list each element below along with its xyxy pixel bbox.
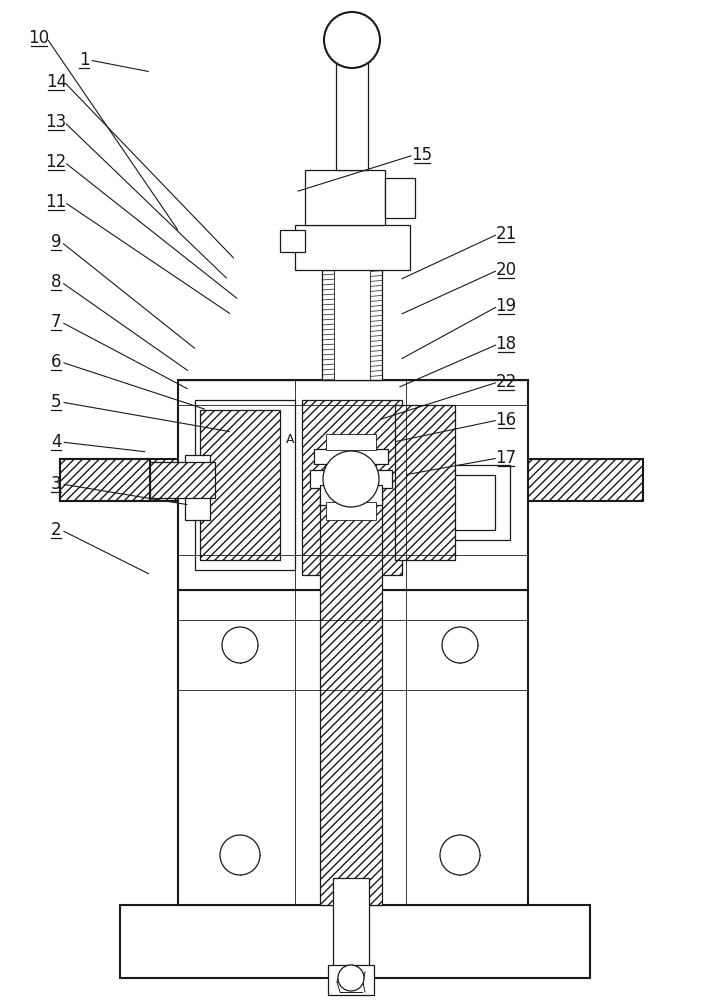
Text: 2: 2 <box>51 521 62 539</box>
Bar <box>310 470 392 488</box>
Text: 1: 1 <box>79 51 90 69</box>
Bar <box>305 170 385 225</box>
Circle shape <box>220 835 260 875</box>
Circle shape <box>222 627 258 663</box>
Bar <box>60 459 643 501</box>
Text: 20: 20 <box>496 261 517 279</box>
Circle shape <box>324 12 380 68</box>
Text: 4: 4 <box>51 433 61 451</box>
Bar <box>385 178 415 218</box>
Bar <box>185 455 210 475</box>
Bar <box>314 449 388 464</box>
Text: 15: 15 <box>411 146 432 164</box>
Circle shape <box>338 965 364 991</box>
Bar <box>395 405 455 560</box>
Text: 16: 16 <box>496 411 517 429</box>
Bar <box>320 485 382 505</box>
Bar <box>295 225 410 270</box>
Bar <box>336 60 368 170</box>
Circle shape <box>442 627 478 663</box>
Bar <box>445 475 495 530</box>
Bar <box>320 490 382 905</box>
Bar <box>60 459 150 501</box>
Bar <box>302 400 402 575</box>
Circle shape <box>323 451 379 507</box>
Text: 11: 11 <box>46 193 67 211</box>
Text: 8: 8 <box>51 273 61 291</box>
Text: 14: 14 <box>46 73 67 91</box>
Bar <box>178 590 528 905</box>
Bar <box>280 230 305 252</box>
Text: 7: 7 <box>51 313 61 331</box>
Text: 6: 6 <box>51 353 61 371</box>
Text: 21: 21 <box>496 225 517 243</box>
Bar <box>430 465 510 540</box>
Bar <box>185 490 210 520</box>
Text: 13: 13 <box>46 113 67 131</box>
Bar <box>326 502 376 520</box>
Bar <box>333 878 369 978</box>
Text: 22: 22 <box>496 373 517 391</box>
Bar <box>326 434 376 450</box>
Bar <box>195 400 295 570</box>
Text: 19: 19 <box>496 297 517 315</box>
Text: 5: 5 <box>51 393 61 411</box>
Text: 18: 18 <box>496 335 517 353</box>
Text: 12: 12 <box>46 153 67 171</box>
Bar <box>120 905 590 978</box>
Bar <box>178 380 528 590</box>
Text: 17: 17 <box>496 449 517 467</box>
Bar <box>200 410 280 560</box>
Bar <box>322 270 382 380</box>
Text: 3: 3 <box>51 475 62 493</box>
Text: A: A <box>285 433 295 446</box>
Bar <box>150 462 215 498</box>
Text: 9: 9 <box>51 233 61 251</box>
Bar <box>334 270 370 380</box>
Bar <box>328 965 374 995</box>
Text: 10: 10 <box>28 29 49 47</box>
Circle shape <box>440 835 480 875</box>
